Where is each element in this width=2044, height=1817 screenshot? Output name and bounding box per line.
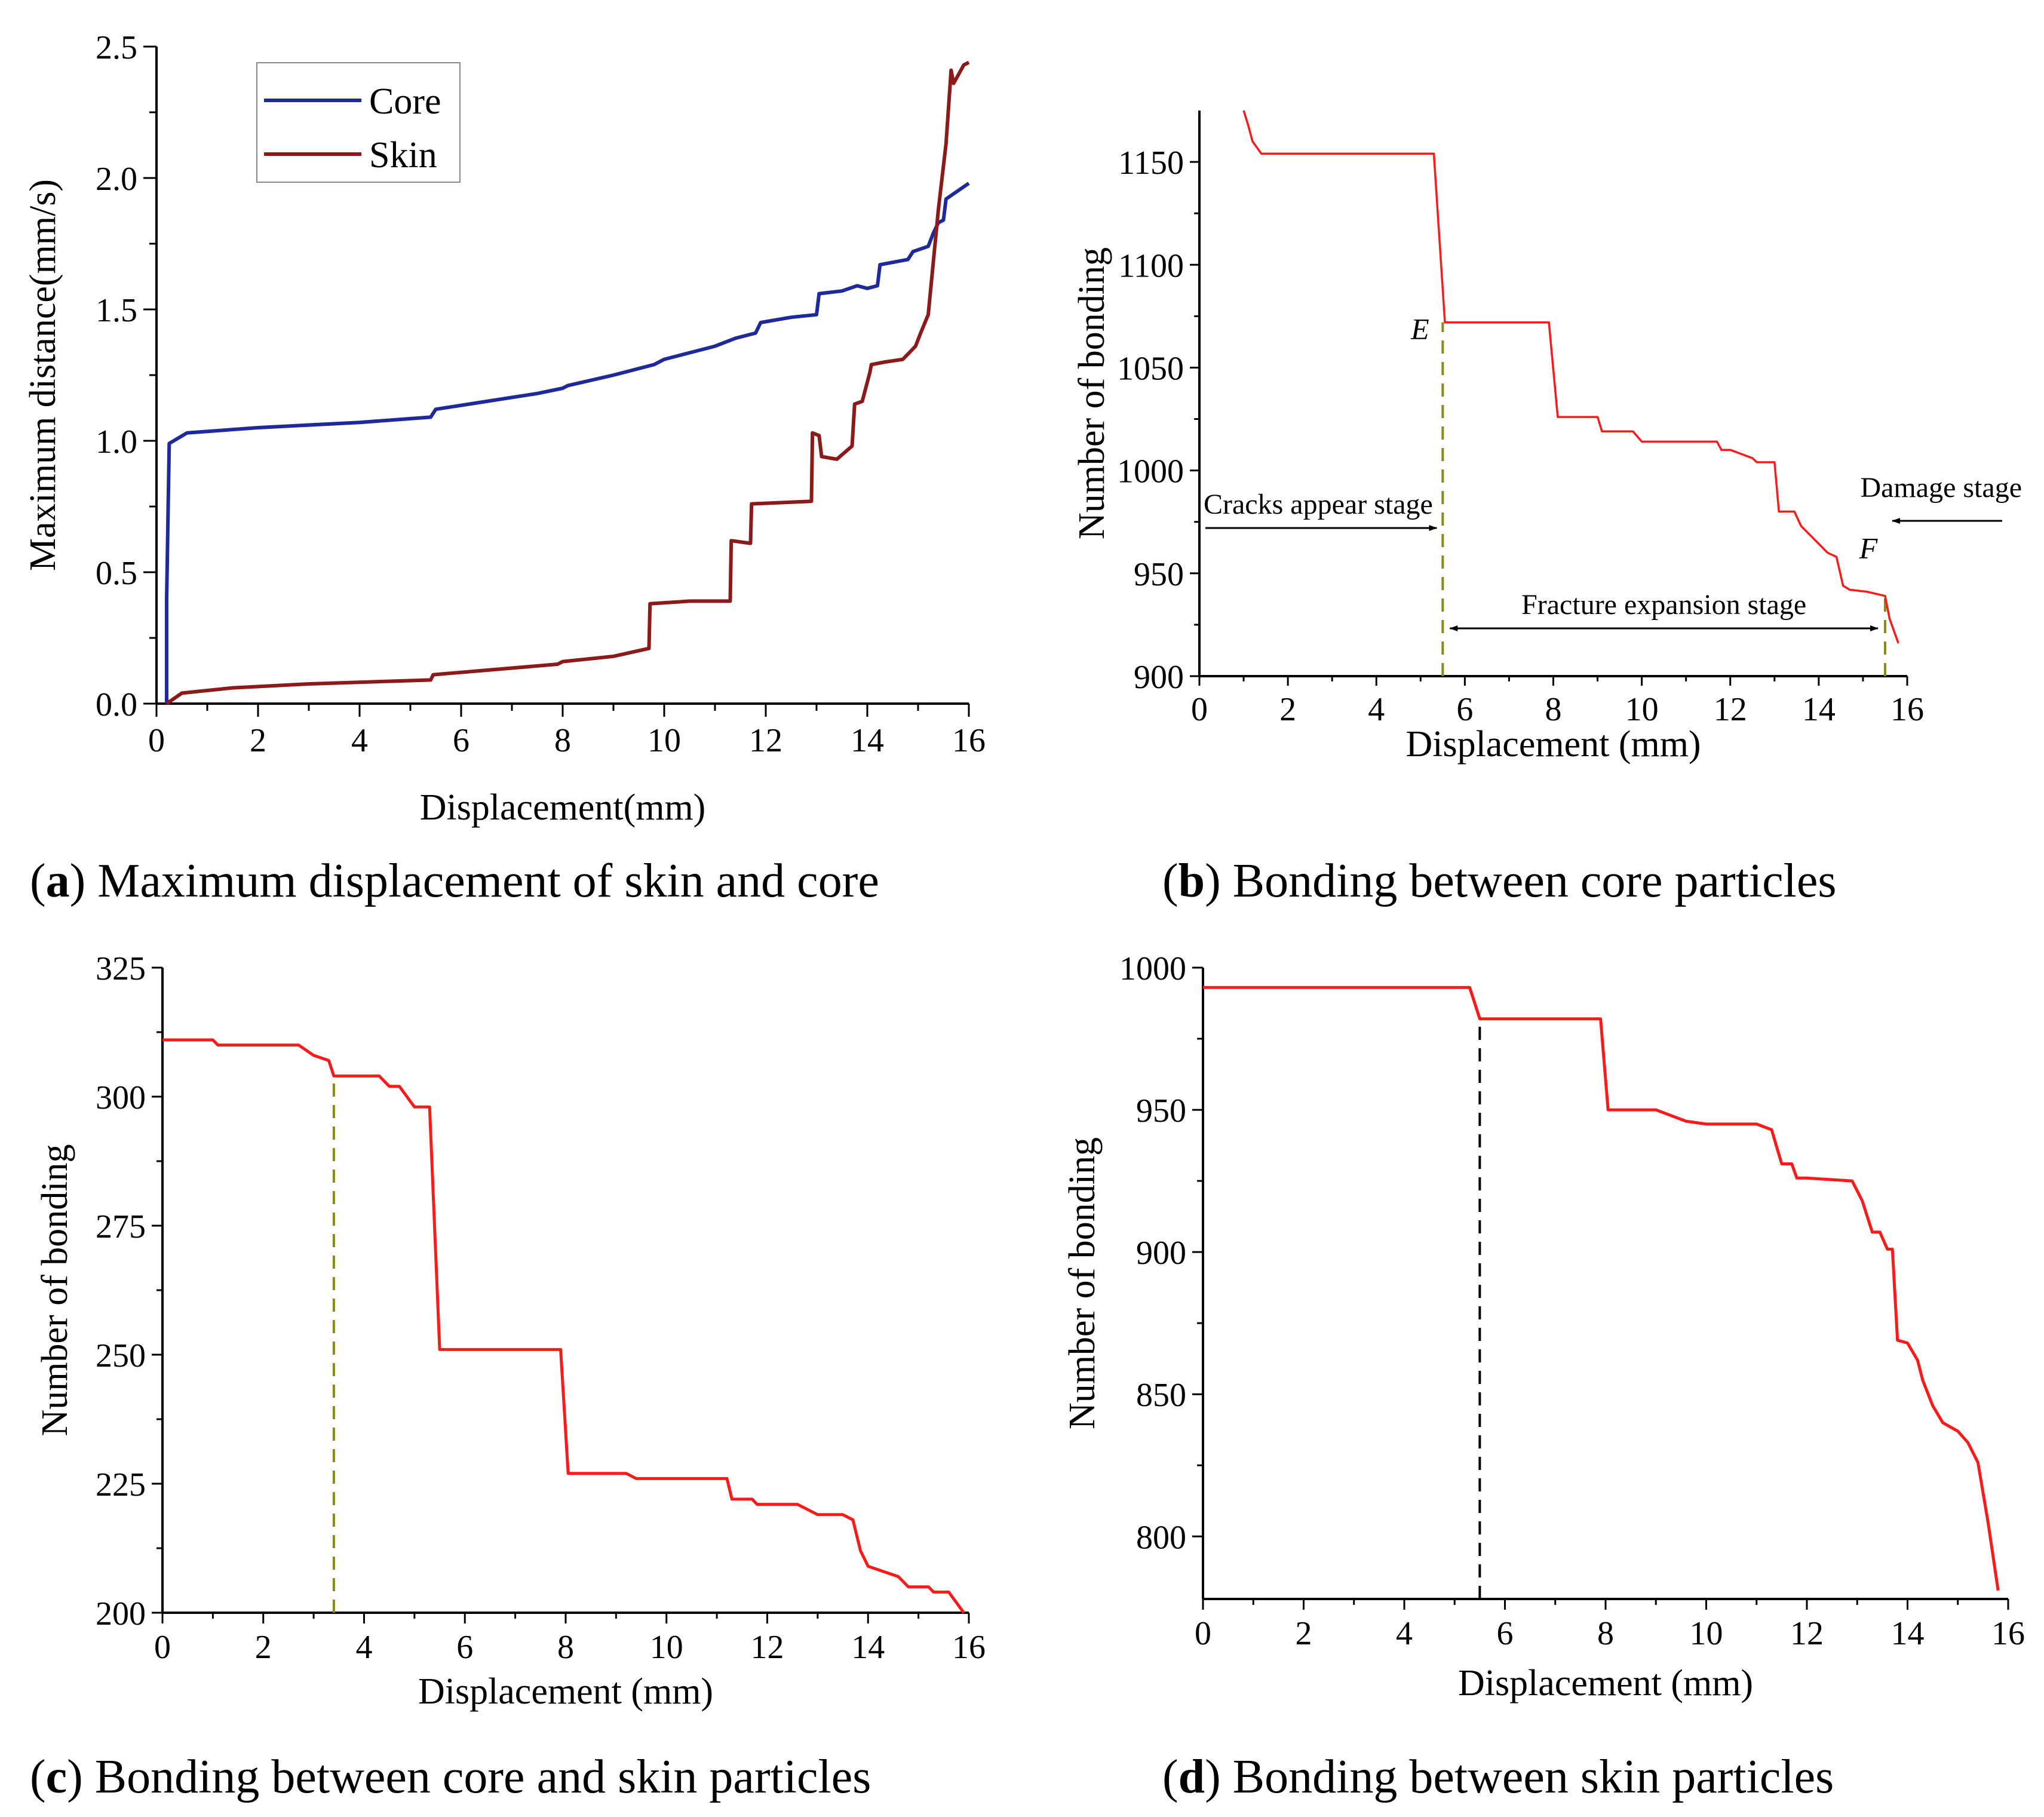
x-tick-label: 12 [1790, 1615, 1824, 1652]
x-tick-label: 0 [154, 1629, 171, 1666]
fracture-expansion-stage-label: Fracture expansion stage [1521, 589, 1806, 621]
y-axis-label: Number of bonding [35, 1144, 75, 1436]
y-tick-label: 250 [96, 1337, 146, 1374]
x-tick-label: 14 [1891, 1615, 1925, 1652]
x-tick-label: 2 [1279, 691, 1296, 728]
x-tick-label: 14 [851, 722, 884, 759]
y-tick-label: 325 [96, 950, 146, 987]
x-tick-label: 16 [1890, 691, 1924, 728]
y-axis-label: Maximum distance(mm/s) [23, 179, 63, 571]
caption-d-text: ) Bonding between skin particles [1205, 1751, 1834, 1803]
caption-a-text: ) Maximum displacement of skin and core [69, 855, 879, 907]
y-tick-label: 1.5 [96, 292, 137, 329]
caption-d-letter: d [1178, 1751, 1205, 1803]
x-tick-label: 0 [1191, 691, 1208, 728]
caption-c: (c) Bonding between core and skin partic… [30, 1751, 871, 1803]
caption-b-text: ) Bonding between core particles [1205, 855, 1837, 907]
series-line-bonding [1203, 986, 2000, 1591]
x-tick-label: 6 [1497, 1615, 1514, 1652]
damage-stage-label: Damage stage [1860, 472, 2022, 504]
y-tick-label: 275 [96, 1208, 146, 1245]
y-tick-label: 1000 [1119, 950, 1186, 987]
x-tick-label: 4 [1368, 691, 1385, 728]
x-tick-label: 0 [1195, 1615, 1211, 1652]
x-tick-label: 6 [453, 722, 469, 759]
x-tick-label: 8 [1597, 1615, 1614, 1652]
y-tick-label: 950 [1134, 556, 1184, 593]
x-tick-label: 2 [250, 722, 266, 759]
y-tick-label: 900 [1134, 659, 1184, 696]
x-axis-label: Displacement (mm) [418, 1671, 713, 1712]
x-tick-label: 10 [647, 722, 681, 759]
x-tick-label: 14 [1802, 691, 1836, 728]
legend-box [256, 62, 461, 183]
x-tick-label: 6 [456, 1629, 473, 1666]
x-tick-label: 14 [851, 1629, 885, 1666]
y-tick-label: 0.0 [96, 686, 137, 723]
caption-a-letter: a [45, 855, 70, 907]
y-tick-label: 800 [1136, 1519, 1186, 1556]
chart-b: 0 2 4 6 8 10 12 14 16 900 950 1000 1050 1100 1150 Displ… [1072, 110, 2022, 765]
legend-label-core: Core [369, 81, 441, 122]
x-tick-label: 6 [1456, 691, 1473, 728]
y-tick-label: 850 [1136, 1377, 1186, 1414]
y-tick-label: 1100 [1118, 247, 1184, 284]
x-tick-label: 16 [1991, 1615, 2025, 1652]
y-axis-label: Number of bonding [1072, 247, 1112, 539]
x-tick-label: 10 [1690, 1615, 1723, 1652]
caption-b: (b) Bonding between core particles [1162, 855, 1837, 907]
legend-label-skin: Skin [369, 135, 437, 176]
x-tick-label: 10 [650, 1629, 683, 1666]
caption-b-letter: b [1178, 855, 1205, 907]
x-tick-label: 4 [351, 722, 368, 759]
y-tick-label: 1000 [1117, 453, 1184, 490]
y-tick-label: 900 [1136, 1235, 1186, 1272]
y-axis-label: Number of bonding [1062, 1137, 1103, 1429]
caption-a: (a) Maximum displacement of skin and cor… [30, 855, 879, 907]
chart-a: 0 2 4 6 8 10 12 14 16 0.0 0.5 1.0 1.5 2.0 2.5 Displacem… [23, 29, 986, 828]
caption-c-text: ) Bonding between core and skin particle… [67, 1751, 871, 1803]
x-tick-label: 12 [749, 722, 782, 759]
y-tick-label: 950 [1136, 1092, 1186, 1130]
y-tick-label: 2.5 [96, 29, 137, 66]
point-f-label: F [1859, 532, 1878, 565]
series-line-bonding [162, 1038, 965, 1614]
series-line-skin [165, 60, 970, 705]
x-axis-label: Displacement (mm) [1405, 724, 1701, 765]
y-tick-label: 300 [96, 1079, 146, 1116]
x-tick-label: 0 [148, 722, 165, 759]
y-tick-label: 1050 [1117, 350, 1184, 387]
x-tick-label: 16 [952, 1629, 986, 1666]
x-axis-label: Displacement(mm) [420, 787, 706, 828]
caption-c-letter: c [45, 1751, 67, 1803]
cracks-appear-stage-label: Cracks appear stage [1204, 489, 1433, 520]
y-tick-label: 2.0 [96, 161, 137, 198]
x-tick-label: 8 [1545, 691, 1562, 728]
chart-c: 0 2 4 6 8 10 12 14 16 200 225 250 275 300 325 Displacem… [35, 950, 986, 1712]
x-axis-label: Displacement (mm) [1458, 1663, 1753, 1704]
y-tick-label: 0.5 [96, 555, 137, 592]
chart-d: 0 2 4 6 8 10 12 14 16 800 850 900 950 1000 Displacemen… [1062, 950, 2025, 1704]
series-line-bonding [1242, 110, 1899, 644]
x-tick-label: 4 [356, 1629, 373, 1666]
y-tick-label: 1.0 [96, 423, 137, 461]
x-tick-label: 12 [1714, 691, 1747, 728]
series-line-core [165, 182, 970, 704]
x-tick-label: 10 [1625, 691, 1659, 728]
x-tick-label: 4 [1396, 1615, 1413, 1652]
y-tick-label: 225 [96, 1466, 146, 1503]
x-tick-label: 8 [557, 1629, 574, 1666]
y-tick-label: 1150 [1118, 145, 1184, 182]
caption-d: (d) Bonding between skin particles [1162, 1751, 1834, 1803]
x-tick-label: 16 [952, 722, 986, 759]
point-e-label: E [1410, 312, 1429, 346]
x-tick-label: 12 [751, 1629, 784, 1666]
x-tick-label: 2 [255, 1629, 272, 1666]
x-tick-label: 2 [1296, 1615, 1312, 1652]
y-tick-label: 200 [96, 1595, 146, 1632]
x-tick-label: 8 [554, 722, 571, 759]
